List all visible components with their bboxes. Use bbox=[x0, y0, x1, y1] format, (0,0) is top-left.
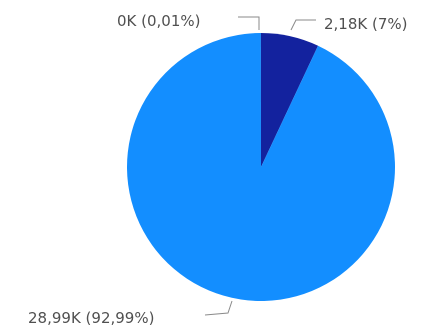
leader-line-dark bbox=[290, 19, 316, 31]
leader-line-main bbox=[204, 300, 233, 316]
pie-slices bbox=[126, 33, 395, 301]
leader-line-small bbox=[238, 16, 260, 30]
pie-slice-main[interactable] bbox=[126, 33, 395, 301]
slice-label-main: 28,99K (92,99%) bbox=[28, 309, 154, 327]
slice-label-dark: 2,18K (7%) bbox=[324, 15, 408, 33]
leader-lines bbox=[204, 16, 316, 316]
pie-slice-dark[interactable] bbox=[261, 33, 319, 167]
slice-label-small: 0K (0,01%) bbox=[117, 12, 201, 30]
